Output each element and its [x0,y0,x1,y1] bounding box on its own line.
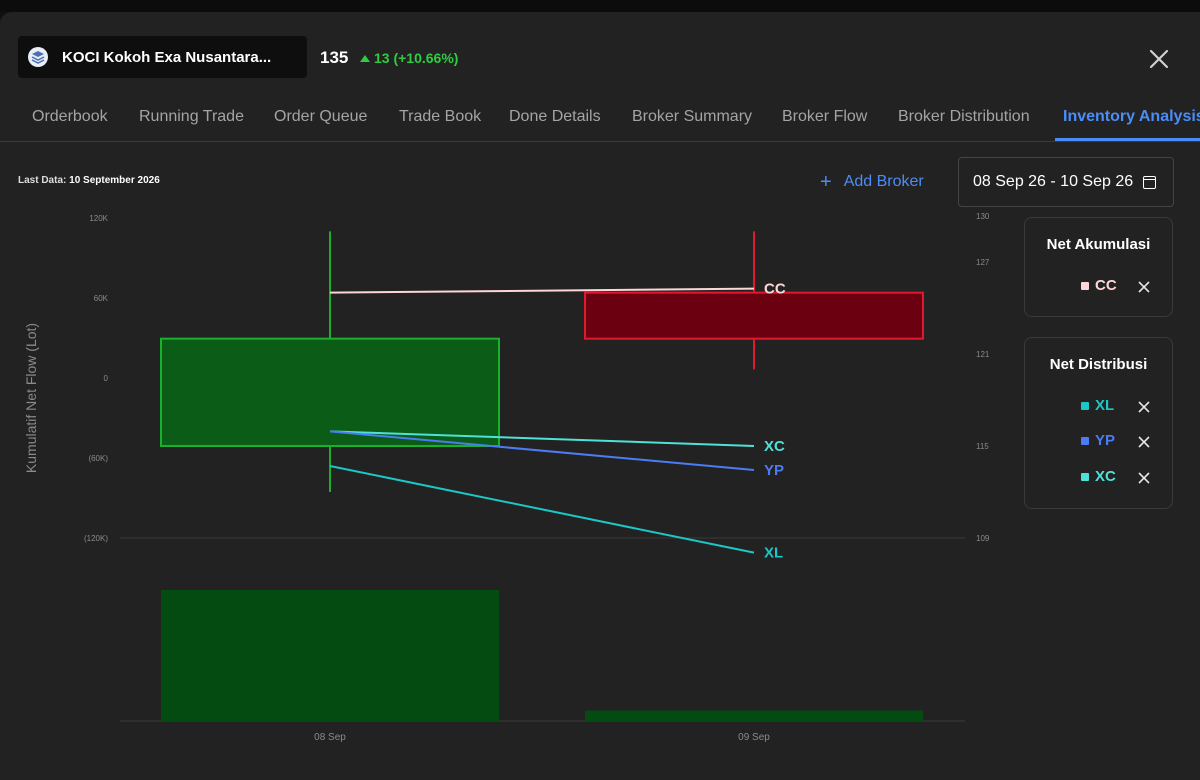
right-axis-tick: 127 [976,258,990,267]
active-tab-indicator [1055,138,1200,141]
inventory-chart: 120K 60K 0 (60K) (120K) 130 127 121 115 109 Kumula… [23,212,990,743]
series-line-xc [329,430,755,447]
add-broker-button[interactable]: + Add Broker [820,171,924,193]
tab-inventory-analysis[interactable]: Inventory Analysis [1063,108,1200,125]
y-axis-label: Kumulatif Net Flow (Lot) [23,323,39,473]
legend-label: CC [1095,277,1117,294]
add-broker-label: Add Broker [843,173,924,190]
last-data: Last Data: 10 September 2026 [18,175,160,186]
layers-icon [28,47,48,67]
x-axis-tick: 08 Sep [314,732,346,743]
series-label-yp: YP [764,462,784,479]
last-data-value: 10 September 2026 [69,175,160,186]
net-akumulasi-panel: Net Akumulasi CC [1024,217,1173,317]
candle-body [160,337,500,448]
legend-item-yp: YP [1081,432,1115,449]
window-top-strip [0,0,1200,12]
tab-broker-flow[interactable]: Broker Flow [782,108,868,125]
legend-label: XC [1095,468,1116,485]
right-axis-tick: 115 [976,442,989,451]
legend-item-xc: XC [1081,468,1116,485]
remove-cc-icon[interactable] [1137,280,1151,294]
series-line-xl [329,465,755,554]
price-change-value: 13 (+10.66%) [374,50,459,66]
series-label-xl: XL [764,545,783,562]
last-price: 135 [320,48,349,67]
left-axis-tick: (60K) [88,454,108,463]
last-data-label: Last Data: [18,175,67,186]
tab-order-queue[interactable]: Order Queue [274,108,368,125]
right-axis-tick: 121 [976,350,990,359]
left-axis-tick: 60K [94,294,109,303]
legend-item-cc: CC [1081,277,1117,294]
tab-orderbook[interactable]: Orderbook [32,108,108,125]
close-icon[interactable] [1146,46,1172,72]
right-axis-tick: 130 [976,212,990,221]
series-label-cc: CC [764,281,786,298]
volume-bar [161,590,499,721]
x-axis-tick: 09 Sep [738,732,770,743]
ticker-name: KOCI Kokoh Exa Nusantara... [62,48,272,66]
calendar-icon [1143,175,1157,189]
remove-yp-icon[interactable] [1137,435,1151,449]
up-arrow-icon [360,54,370,62]
left-axis-tick: 120K [89,214,108,223]
ticker-selector[interactable]: KOCI Kokoh Exa Nusantara... [18,36,307,78]
net-distribusi-panel: Net Distribusi XL YP XC [1024,337,1173,509]
right-axis-tick: 109 [976,534,990,543]
tab-done-details[interactable]: Done Details [509,108,601,125]
legend-swatch [1081,281,1089,290]
date-range-picker[interactable]: 08 Sep 26 - 10 Sep 26 [958,157,1174,207]
candle-body [584,291,924,340]
legend-swatch [1081,401,1089,410]
series-label-xc: XC [764,438,785,455]
legend-swatch [1081,472,1089,481]
series-line-cc [329,287,755,294]
net-distribusi-title: Net Distribusi [1049,356,1148,373]
tab-trade-book[interactable]: Trade Book [399,108,482,125]
net-akumulasi-title: Net Akumulasi [1046,236,1151,253]
legend-label: YP [1095,432,1116,449]
remove-xl-icon[interactable] [1137,400,1151,414]
date-range-value: 08 Sep 26 - 10 Sep 26 [973,173,1134,190]
tab-broker-summary[interactable]: Broker Summary [632,108,753,125]
price-change: 13 (+10.66%) [360,50,458,66]
legend-item-xl: XL [1081,397,1114,414]
tab-running-trade[interactable]: Running Trade [139,108,244,125]
scrollbar[interactable] [1192,152,1200,752]
legend-label: XL [1095,397,1115,414]
left-axis-tick: 0 [104,374,109,383]
series-line-yp [329,430,755,471]
tab-bar: Orderbook Running Trade Order Queue Trad… [0,98,1200,142]
volume-bar [585,710,923,721]
left-axis-tick: (120K) [84,534,108,543]
tab-broker-distribution[interactable]: Broker Distribution [898,108,1030,125]
plus-icon: + [820,171,832,193]
legend-swatch [1081,436,1089,445]
remove-xc-icon[interactable] [1137,471,1151,485]
